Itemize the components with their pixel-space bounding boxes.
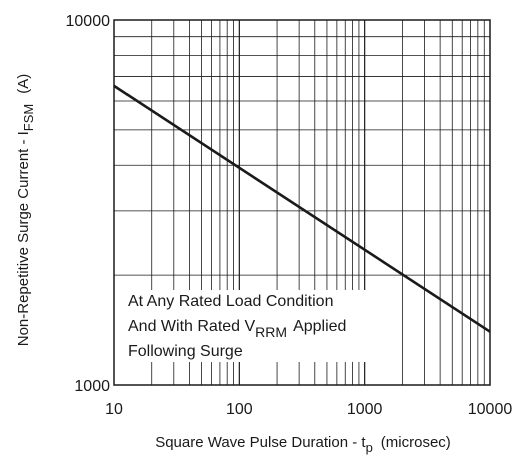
surge-current-line [113,84,491,333]
y-axis-title-unit: (A) [15,74,32,94]
y-axis-title-sub: FSM [21,104,36,131]
x-axis-title: Square Wave Pulse Duration - tp (microsec… [155,434,451,455]
x-tick-label: 10 [105,401,123,418]
x-tick-label: 100 [226,401,253,418]
y-tick-label: 10000 [66,13,111,30]
annotation: At Any Rated Load Condition And With Rat… [126,290,384,362]
annotation-line-2-post: Applied [293,318,346,335]
annotation-line-2: And With Rated VRRM Applied [128,318,346,340]
x-axis-title-unit: (microsec) [381,434,451,451]
annotation-line-3: Following Surge [128,343,243,360]
x-tick-label: 10000 [468,401,513,418]
y-axis-title-main: Non-Repetitive Surge Current - I [15,131,32,346]
annotation-line-1: At Any Rated Load Condition [128,293,333,310]
y-axis-title: Non-Repetitive Surge Current - IFSM (A) [15,74,36,347]
x-axis-title-sub: p [366,440,373,455]
annotation-background [126,290,384,362]
x-tick-label: 1000 [347,401,383,418]
y-tick-label: 1000 [74,378,110,395]
series-group [113,84,491,333]
tick-labels: 10 100 1000 10000 1000 10000 [66,13,513,418]
plot-frame [113,19,491,386]
annotation-line-2-main: And With Rated V [128,318,256,335]
x-axis-title-main: Square Wave Pulse Duration - t [155,434,366,451]
annotation-line-2-sub: RRM [255,324,287,340]
